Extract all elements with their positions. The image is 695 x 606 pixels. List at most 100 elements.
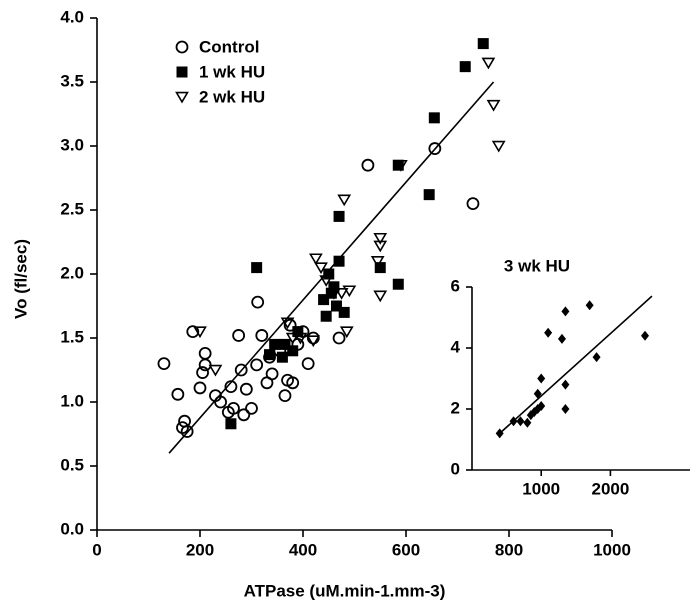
y-tick-label: 4 <box>451 337 461 356</box>
point <box>333 210 345 222</box>
x-axis-label: ATPase (uM.min-1.mm-3) <box>244 581 446 600</box>
point <box>292 326 304 338</box>
point <box>306 331 320 345</box>
point <box>533 388 542 399</box>
point <box>278 389 292 403</box>
point <box>306 335 321 348</box>
y-tick-label: 4.0 <box>60 7 84 26</box>
point <box>466 197 480 211</box>
point <box>332 331 346 345</box>
point <box>393 160 408 172</box>
legend-label: 2 wk HU <box>199 87 265 106</box>
point <box>180 425 194 438</box>
point <box>237 408 251 422</box>
point <box>196 366 209 379</box>
point <box>509 416 518 427</box>
point <box>293 332 308 345</box>
y-tick-label: 6 <box>451 276 460 295</box>
y-tick-label: 0 <box>451 459 460 478</box>
point <box>516 416 525 427</box>
point <box>198 346 212 360</box>
point <box>561 306 570 317</box>
point <box>491 140 506 153</box>
point <box>269 338 281 350</box>
trend-line <box>168 81 495 454</box>
point <box>251 295 265 309</box>
point <box>477 38 489 50</box>
point <box>459 61 471 73</box>
legend-symbol <box>176 66 188 78</box>
point <box>279 338 291 350</box>
inset-title: 3 wk HU <box>504 256 570 275</box>
y-tick-label: 3.0 <box>60 135 84 154</box>
point <box>250 358 264 372</box>
point <box>561 404 570 414</box>
point <box>486 99 501 112</box>
legend-symbol <box>175 91 189 104</box>
x-tick-label: 1000 <box>522 479 560 498</box>
point <box>544 327 553 338</box>
point <box>370 256 385 268</box>
point <box>276 351 288 363</box>
point <box>561 379 570 390</box>
y-tick-label: 1.0 <box>60 391 84 410</box>
point <box>373 240 388 253</box>
x-tick-label: 1000 <box>593 540 631 559</box>
y-tick-label: 1.5 <box>60 327 84 346</box>
point <box>361 158 375 172</box>
point <box>333 255 345 267</box>
point <box>214 395 228 409</box>
point <box>157 357 171 371</box>
x-tick-label: 2000 <box>591 479 629 498</box>
point <box>373 232 388 245</box>
point <box>319 275 334 287</box>
point <box>227 401 240 415</box>
point <box>373 290 388 303</box>
point <box>285 332 300 345</box>
point <box>557 333 566 344</box>
point <box>585 300 594 311</box>
x-tick-label: 400 <box>289 540 317 559</box>
point <box>495 428 504 439</box>
point <box>287 345 299 357</box>
point <box>423 189 435 201</box>
point <box>314 262 328 275</box>
point <box>428 142 442 155</box>
legend-label: Control <box>199 37 259 56</box>
point <box>320 310 332 322</box>
point <box>537 373 546 384</box>
point <box>225 418 237 430</box>
point <box>318 294 330 306</box>
point <box>178 414 191 428</box>
legend-symbol <box>175 40 189 54</box>
point <box>280 317 295 330</box>
point <box>374 262 386 274</box>
point <box>523 417 532 428</box>
point <box>208 364 223 377</box>
point <box>265 367 279 381</box>
point <box>193 381 207 395</box>
y-tick-label: 2.5 <box>60 199 84 218</box>
point <box>308 253 323 266</box>
point <box>537 400 546 411</box>
y-tick-label: 0.0 <box>60 519 84 538</box>
point <box>283 318 297 332</box>
point <box>245 401 258 415</box>
y-axis-label: Vo (fl/sec) <box>11 239 30 319</box>
point <box>232 329 246 342</box>
point <box>171 387 185 401</box>
legend-label: 1 wk HU <box>199 62 265 81</box>
point <box>641 330 650 341</box>
y-tick-label: 2 <box>451 398 460 417</box>
x-tick-label: 200 <box>186 540 214 559</box>
trend-line <box>499 295 653 434</box>
point <box>251 262 263 274</box>
point <box>224 380 238 394</box>
point <box>286 376 300 390</box>
point <box>239 382 253 396</box>
point <box>592 352 601 363</box>
point <box>339 326 354 339</box>
point <box>327 288 341 300</box>
point <box>323 268 335 280</box>
